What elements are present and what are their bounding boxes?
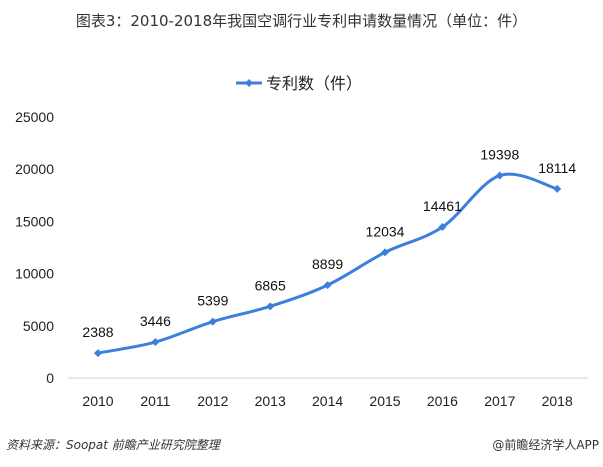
x-tick-label: 2012 [197, 393, 228, 409]
y-tick-label: 5000 [23, 318, 54, 334]
data-point-marker [553, 184, 562, 193]
data-label: 12034 [366, 223, 405, 239]
credit-text: @前瞻经济学人APP [492, 438, 599, 452]
data-label: 8899 [312, 256, 343, 272]
y-tick-label: 10000 [15, 266, 54, 282]
data-label: 14461 [423, 198, 462, 214]
data-point-marker [266, 302, 275, 311]
x-tick-label: 2016 [427, 393, 458, 409]
y-tick-label: 15000 [15, 213, 54, 229]
data-label: 19398 [480, 146, 519, 162]
x-tick-label: 2017 [484, 393, 515, 409]
x-tick-label: 2010 [82, 393, 113, 409]
legend-marker [245, 79, 253, 87]
x-tick-label: 2018 [542, 393, 573, 409]
x-tick-label: 2014 [312, 393, 343, 409]
source-note: 资料来源：Soopat 前瞻产业研究院整理 [6, 438, 220, 452]
x-tick-label: 2011 [140, 393, 170, 409]
data-point-marker [495, 171, 504, 180]
y-tick-label: 25000 [15, 109, 54, 125]
legend-label: 专利数（件） [266, 75, 362, 93]
data-label: 6865 [255, 277, 286, 293]
data-point-marker [438, 223, 447, 232]
data-point-marker [381, 248, 389, 257]
x-tick-label: 2015 [369, 393, 400, 409]
x-tick-label: 2013 [255, 393, 286, 409]
chart-title: 图表3：2010-2018年我国空调行业专利申请数量情况（单位：件） [75, 12, 528, 30]
data-label: 2388 [82, 324, 113, 340]
data-point-marker [94, 349, 102, 358]
data-point-marker [151, 338, 160, 347]
data-label: 5399 [197, 293, 228, 309]
data-label: 3446 [140, 313, 171, 329]
data-point-marker [208, 317, 217, 326]
y-tick-label: 0 [46, 370, 54, 386]
data-point-marker [323, 281, 332, 290]
y-tick-label: 20000 [15, 161, 54, 177]
data-label: 18114 [538, 160, 576, 176]
line-chart: 0 5000 10000 15000 20000 25000 2010 2011 2012 201… [15, 75, 588, 409]
